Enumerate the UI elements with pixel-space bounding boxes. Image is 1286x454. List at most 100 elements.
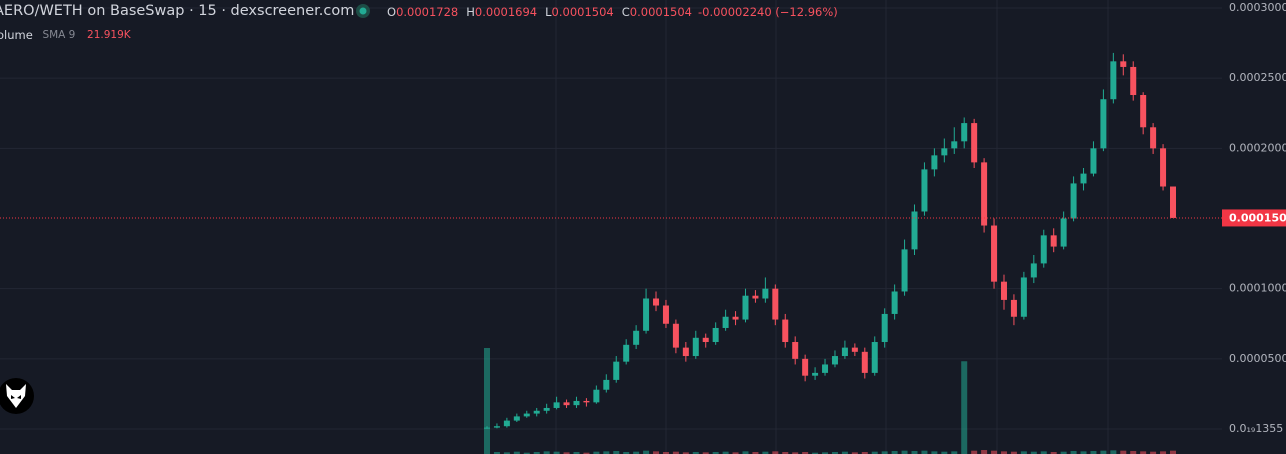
candle-body — [682, 347, 689, 357]
candle-body — [762, 288, 769, 299]
candle-body — [931, 155, 938, 170]
volume-bar — [881, 451, 888, 454]
y-tick-label: 0.0002000 — [1229, 141, 1286, 154]
candle-body — [573, 400, 580, 406]
volume-bar — [1130, 451, 1137, 454]
volume-bar — [563, 452, 570, 454]
y-tick-label: 0.0002500 — [1229, 71, 1286, 84]
volume-bar — [503, 452, 510, 454]
y-tick-label: 0.0₁₉1355 — [1229, 422, 1283, 435]
volume-bar — [583, 452, 590, 454]
volume-bar — [1020, 451, 1027, 454]
candle-body — [1100, 99, 1107, 149]
candle-body — [871, 342, 878, 373]
candle-body — [802, 358, 809, 376]
volume-bar — [712, 452, 719, 454]
volume-sma-label: SMA 9 — [42, 29, 75, 41]
candle-body — [971, 123, 978, 163]
candle-body — [653, 298, 660, 306]
volume-bar — [851, 452, 858, 454]
volume-bar — [772, 451, 779, 454]
logo-mark — [6, 384, 26, 408]
volume-bar — [1010, 451, 1017, 454]
legend-value: 0.0001728 — [396, 5, 458, 19]
price-axis — [1222, 0, 1286, 454]
candle-body — [861, 351, 868, 373]
candle-body — [782, 319, 789, 343]
volume-bar — [493, 452, 500, 454]
volume-bar — [871, 451, 878, 454]
volume-bar — [623, 452, 630, 454]
volume — [484, 348, 1176, 454]
volume-bar — [911, 451, 918, 454]
candle-body — [513, 416, 520, 421]
candle-body — [772, 288, 779, 320]
last-price-box — [1222, 209, 1286, 227]
candle-body — [881, 313, 888, 343]
volume-bar — [513, 451, 520, 454]
volume-bar — [672, 451, 679, 454]
volume-bar — [573, 452, 580, 454]
candle-body — [951, 141, 958, 149]
candle-body — [613, 361, 620, 380]
last-price-label: 0.0001504 — [1229, 211, 1286, 224]
candle-body — [891, 291, 898, 314]
volume-bar — [841, 451, 848, 454]
candle-body — [484, 427, 490, 429]
volume-bar — [603, 451, 610, 454]
candle-body — [553, 402, 560, 408]
candle-body — [722, 316, 729, 328]
volume-bar — [931, 451, 938, 454]
volume-bar — [941, 451, 948, 454]
volume-bar — [822, 452, 829, 454]
volume-bar — [971, 450, 978, 454]
y-tick-label: 0.0003000 — [1229, 1, 1286, 14]
candle-body — [1160, 148, 1167, 187]
candle-body — [702, 337, 709, 343]
volume-bar — [643, 450, 650, 454]
volume-bar — [1110, 450, 1117, 454]
volume-bar — [692, 452, 699, 454]
logo-eyes — [11, 395, 21, 399]
volume-bar — [961, 361, 968, 454]
legend-value: 0.0001694 — [475, 5, 537, 19]
volume-bar — [1050, 452, 1057, 454]
candles — [484, 52, 1176, 429]
volume-label: Volume — [0, 28, 33, 42]
candle-body — [941, 148, 948, 156]
candle-body — [822, 364, 829, 373]
candle-body — [1050, 235, 1057, 247]
candle-body — [633, 330, 640, 345]
legend-value: 0.0001504 — [630, 5, 692, 19]
volume-bar — [1030, 451, 1037, 454]
candle-body — [1000, 281, 1007, 300]
candle-body — [493, 426, 500, 428]
volume-bar — [921, 450, 928, 454]
volume-bar — [732, 452, 739, 454]
candle-body — [1080, 173, 1087, 184]
candle-body — [981, 162, 988, 226]
volume-bar — [742, 451, 749, 454]
volume-bar — [1070, 451, 1077, 454]
candle-body — [812, 372, 819, 376]
legend-value: 0.0001504 — [552, 5, 614, 19]
candle-body — [662, 305, 669, 324]
volume-bar — [782, 452, 789, 454]
legend-change: -0.00002240 (−12.96%) — [698, 5, 838, 19]
volume-bar — [1080, 451, 1087, 454]
candle-body — [603, 379, 610, 390]
candle-body — [961, 123, 968, 142]
volume-bar — [1150, 451, 1157, 454]
volume-bar — [812, 452, 819, 454]
candle-body — [792, 342, 799, 359]
candle-body — [1030, 263, 1037, 278]
volume-bar — [981, 450, 988, 454]
y-tick-label: 0.0001000 — [1229, 282, 1286, 295]
volume-bar — [633, 451, 640, 454]
candle-body — [1170, 186, 1176, 218]
volume-bar — [1140, 451, 1147, 454]
candle-body — [732, 316, 739, 320]
